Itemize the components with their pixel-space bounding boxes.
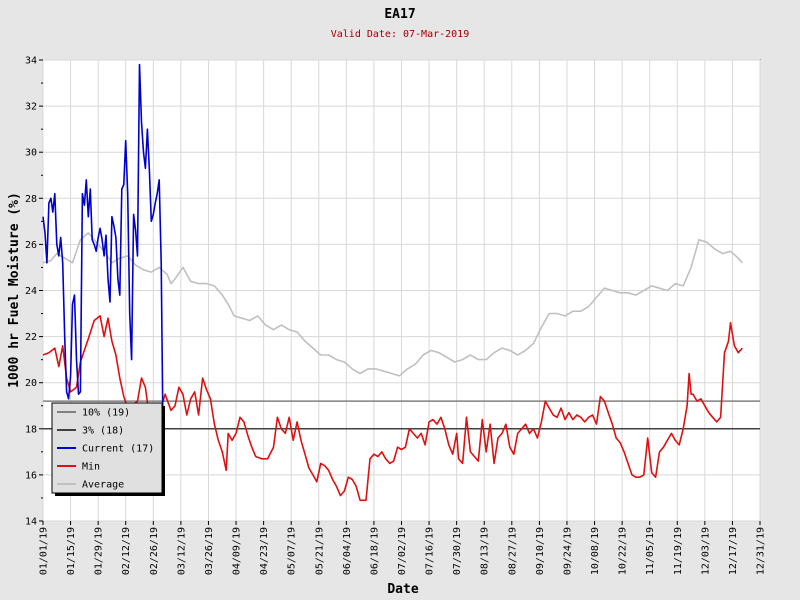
x-tick-label: 01/29/19 [94, 527, 105, 575]
x-tick-label: 07/30/19 [452, 527, 463, 575]
x-tick-label: 12/03/19 [700, 527, 711, 575]
y-tick-label: 20 [25, 378, 37, 389]
x-tick-label: 11/19/19 [673, 527, 684, 575]
x-axis-label: Date [387, 582, 418, 597]
x-tick-label: 06/04/19 [342, 527, 353, 575]
x-tick-label: 06/18/19 [369, 527, 380, 575]
y-tick-label: 28 [25, 194, 37, 205]
legend-entry-3pct-label: 3% (18) [82, 426, 124, 437]
legend-entry-average-label: Average [82, 480, 124, 491]
x-tick-label: 10/08/19 [590, 527, 601, 575]
legend-entry-current-label: Current (17) [82, 444, 154, 455]
y-tick-label: 26 [25, 240, 37, 251]
y-tick-label: 32 [25, 102, 37, 113]
series-layer [42, 63, 760, 502]
series-min-line [42, 315, 743, 502]
y-tick-label: 14 [25, 517, 37, 528]
y-axis-label: 1000 hr Fuel Moisture (%) [7, 192, 22, 388]
x-tick-label: 11/05/19 [645, 527, 656, 575]
x-tick-label: 01/01/19 [39, 527, 50, 575]
x-tick-label: 12/17/19 [728, 527, 739, 575]
x-tick-label: 08/13/19 [480, 527, 491, 575]
x-tick-label: 01/15/19 [66, 527, 77, 575]
x-tick-label: 12/31/19 [756, 527, 767, 575]
y-axis-ticks: 14 16 18 20 22 24 26 28 30 32 34 [25, 56, 43, 528]
y-tick-label: 30 [25, 148, 37, 159]
x-tick-label: 02/26/19 [149, 527, 160, 575]
x-tick-label: 10/22/19 [618, 527, 629, 575]
x-tick-label: 02/12/19 [121, 527, 132, 575]
x-tick-label: 07/02/19 [397, 527, 408, 575]
x-tick-label: 03/12/19 [176, 527, 187, 575]
x-tick-label: 08/27/19 [507, 527, 518, 575]
y-tick-label: 18 [25, 424, 37, 435]
y-tick-label: 22 [25, 332, 37, 343]
x-tick-label: 07/16/19 [425, 527, 436, 575]
legend: 10% (19) 3% (18) Current (17) Min Average [51, 402, 165, 496]
x-tick-label: 05/07/19 [287, 527, 298, 575]
x-tick-label: 04/23/19 [259, 527, 270, 575]
y-tick-label: 24 [25, 286, 37, 297]
series-current-line [42, 63, 164, 452]
x-tick-label: 05/21/19 [314, 527, 325, 575]
x-tick-label: 09/24/19 [562, 527, 573, 575]
chart-title: EA17 [384, 7, 415, 22]
x-tick-label: 03/26/19 [204, 527, 215, 575]
grid-lines [42, 59, 761, 522]
legend-entry-10pct-label: 10% (19) [82, 408, 130, 419]
y-tick-label: 16 [25, 470, 37, 481]
legend-entry-min-label: Min [82, 462, 100, 473]
x-axis-ticks: 01/01/19 01/15/19 01/29/19 02/12/19 02/26/19… [39, 521, 767, 575]
x-tick-label: 04/09/19 [232, 527, 243, 575]
x-tick-label: 09/10/19 [535, 527, 546, 575]
chart-subtitle: Valid Date: 07-Mar-2019 [331, 29, 469, 40]
y-tick-label: 34 [25, 56, 37, 67]
